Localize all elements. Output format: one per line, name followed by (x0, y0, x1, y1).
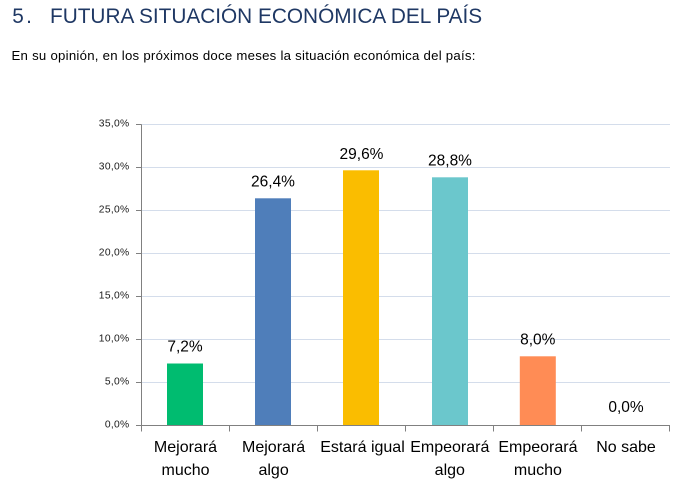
svg-text:0,0%: 0,0% (105, 419, 130, 430)
svg-text:FUTURA SITUACIÓN ECONÓMICA DEL: FUTURA SITUACIÓN ECONÓMICA DEL PAÍS (50, 5, 482, 28)
svg-text:29,6%: 29,6% (340, 146, 384, 163)
svg-text:26,4%: 26,4% (251, 174, 295, 191)
svg-text:No sabe: No sabe (596, 439, 656, 456)
svg-text:Estará igual: Estará igual (320, 439, 405, 456)
svg-text:5,0%: 5,0% (105, 376, 130, 387)
svg-text:Mejorará: Mejorará (242, 439, 305, 456)
svg-text:25,0%: 25,0% (99, 204, 130, 215)
svg-text:28,8%: 28,8% (428, 153, 472, 170)
svg-text:algo: algo (258, 462, 288, 479)
svg-text:Empeorará: Empeorará (498, 439, 577, 456)
svg-text:30,0%: 30,0% (99, 161, 130, 172)
svg-text:algo: algo (435, 462, 465, 479)
svg-text:5.: 5. (12, 5, 34, 28)
svg-text:Mejorará: Mejorará (154, 439, 217, 456)
svg-text:mucho: mucho (161, 462, 209, 479)
svg-text:7,2%: 7,2% (167, 339, 203, 356)
svg-text:20,0%: 20,0% (99, 247, 130, 258)
svg-text:0,0%: 0,0% (608, 399, 644, 416)
svg-text:8,0%: 8,0% (520, 332, 556, 349)
svg-text:mucho: mucho (514, 462, 562, 479)
svg-text:35,0%: 35,0% (99, 118, 130, 129)
svg-text:15,0%: 15,0% (99, 290, 130, 301)
svg-text:10,0%: 10,0% (99, 333, 130, 344)
svg-text:En su opinión, en los próximos: En su opinión, en los próximos doce mese… (12, 48, 476, 63)
svg-text:Empeorará: Empeorará (410, 439, 489, 456)
